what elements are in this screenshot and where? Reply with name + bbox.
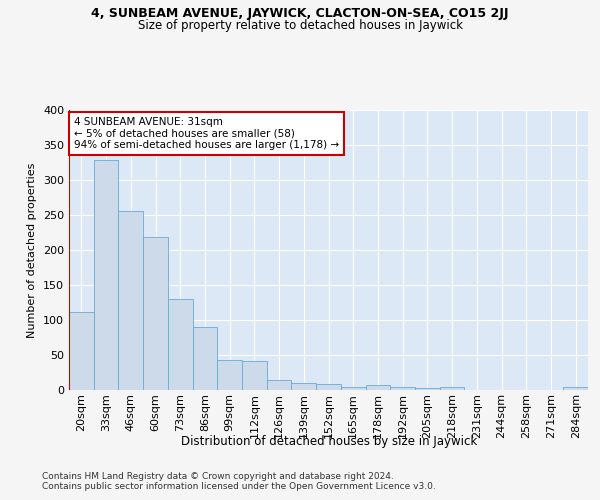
Text: Distribution of detached houses by size in Jaywick: Distribution of detached houses by size …	[181, 435, 477, 448]
Bar	[217, 360, 242, 390]
Bar	[193, 327, 217, 390]
Bar	[415, 388, 440, 390]
Bar	[94, 160, 118, 390]
Bar	[341, 386, 365, 390]
Text: 4 SUNBEAM AVENUE: 31sqm
← 5% of detached houses are smaller (58)
94% of semi-det: 4 SUNBEAM AVENUE: 31sqm ← 5% of detached…	[74, 117, 339, 150]
Text: Contains HM Land Registry data © Crown copyright and database right 2024.: Contains HM Land Registry data © Crown c…	[42, 472, 394, 481]
Bar	[69, 312, 94, 390]
Bar	[118, 211, 143, 390]
Text: 4, SUNBEAM AVENUE, JAYWICK, CLACTON-ON-SEA, CO15 2JJ: 4, SUNBEAM AVENUE, JAYWICK, CLACTON-ON-S…	[91, 8, 509, 20]
Text: Size of property relative to detached houses in Jaywick: Size of property relative to detached ho…	[137, 19, 463, 32]
Bar	[143, 238, 168, 390]
Bar	[316, 384, 341, 390]
Bar	[242, 362, 267, 390]
Bar	[365, 385, 390, 390]
Bar	[563, 386, 588, 390]
Bar	[292, 383, 316, 390]
Bar	[267, 380, 292, 390]
Text: Contains public sector information licensed under the Open Government Licence v3: Contains public sector information licen…	[42, 482, 436, 491]
Bar	[168, 299, 193, 390]
Bar	[390, 387, 415, 390]
Y-axis label: Number of detached properties: Number of detached properties	[28, 162, 37, 338]
Bar	[440, 387, 464, 390]
